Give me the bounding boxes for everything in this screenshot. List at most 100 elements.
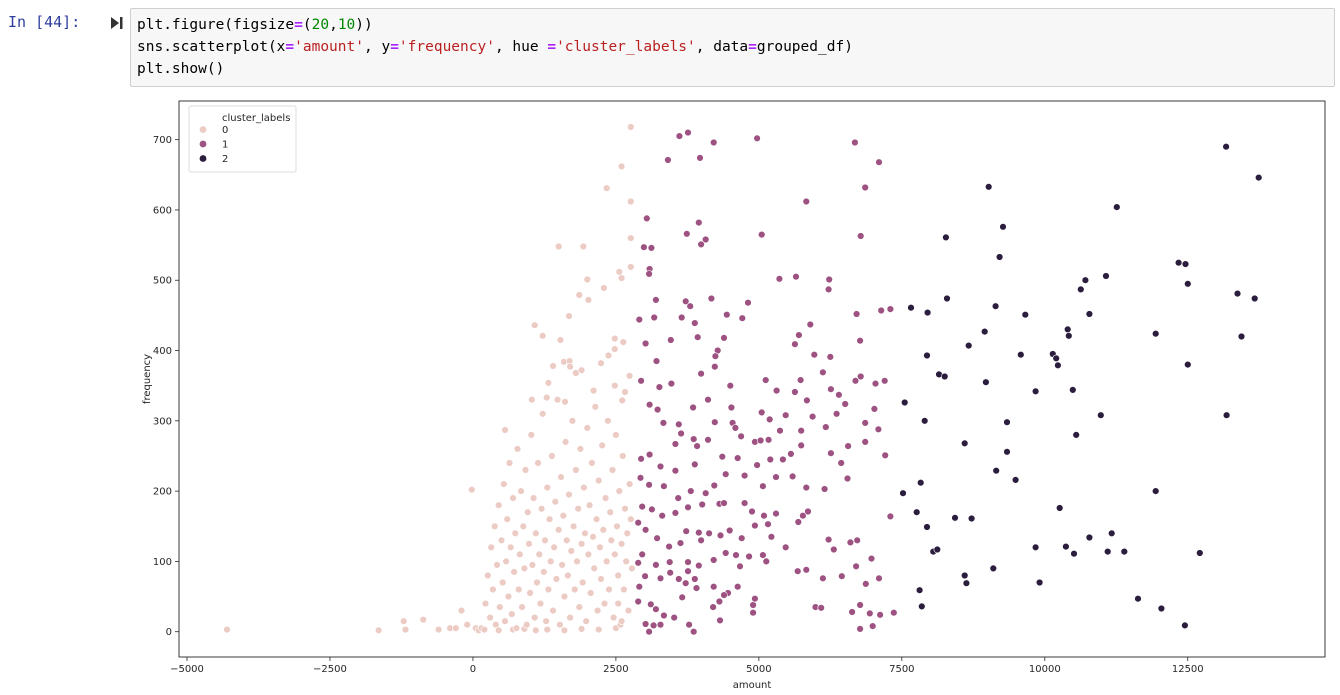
data-point	[846, 538, 855, 547]
data-point	[573, 557, 581, 566]
data-point	[1237, 332, 1246, 341]
data-point	[797, 441, 805, 450]
data-point	[797, 427, 805, 435]
data-point	[647, 600, 655, 608]
data-point	[507, 543, 515, 551]
data-point	[1003, 418, 1011, 426]
data-point	[611, 345, 619, 353]
data-point	[535, 550, 543, 559]
data-point	[533, 578, 541, 587]
data-point	[558, 561, 566, 569]
data-point	[621, 505, 629, 513]
data-point	[491, 522, 499, 530]
data-point	[1085, 310, 1094, 318]
data-point	[695, 218, 703, 227]
data-point	[856, 232, 865, 240]
data-point	[645, 270, 653, 278]
data-point	[862, 580, 870, 588]
data-point	[867, 554, 876, 563]
y-tick-label: 500	[153, 276, 172, 287]
data-point	[607, 536, 615, 544]
data-point	[715, 597, 724, 606]
data-point	[625, 480, 634, 488]
data-point	[982, 378, 990, 386]
x-tick-label: 2500	[603, 664, 628, 675]
data-point	[899, 489, 907, 497]
data-point	[781, 411, 790, 419]
data-point	[1184, 280, 1192, 288]
y-tick-label: 600	[153, 205, 172, 216]
data-point	[736, 562, 744, 570]
data-point	[1021, 311, 1030, 319]
data-point	[838, 572, 846, 580]
data-point	[1065, 332, 1073, 340]
code-editor[interactable]: plt.figure(figsize=(20,10)) sns.scatterpl…	[130, 8, 1335, 87]
data-point	[546, 557, 555, 566]
data-point	[737, 534, 746, 542]
data-point	[804, 507, 812, 516]
data-point	[761, 376, 770, 384]
data-point	[677, 313, 686, 322]
run-cell-icon[interactable]	[110, 15, 124, 31]
data-point	[1052, 354, 1060, 362]
data-point	[647, 244, 656, 252]
data-point	[499, 578, 507, 587]
data-point	[791, 388, 799, 396]
data-point	[732, 551, 740, 559]
data-point	[635, 582, 643, 591]
data-point	[638, 502, 646, 511]
data-point	[577, 540, 586, 548]
data-point	[691, 575, 699, 583]
data-point	[592, 515, 601, 523]
data-point	[677, 429, 685, 438]
data-point	[463, 620, 471, 629]
data-point	[1222, 411, 1231, 419]
data-point	[534, 459, 542, 467]
data-point	[565, 490, 573, 499]
data-point	[745, 552, 753, 561]
data-point	[641, 526, 650, 534]
data-point	[618, 396, 626, 405]
data-point	[810, 351, 818, 359]
data-point	[586, 589, 595, 597]
data-point	[868, 622, 877, 630]
data-point	[852, 562, 860, 570]
code-token: , y	[363, 39, 391, 55]
data-point	[943, 294, 951, 303]
x-tick-label: −5000	[170, 664, 204, 675]
data-point	[726, 382, 734, 390]
x-axis-label: amount	[733, 680, 772, 691]
legend-label: 0	[222, 125, 228, 136]
data-point	[527, 431, 535, 439]
legend-marker	[199, 155, 207, 162]
data-point	[915, 586, 924, 594]
data-point	[1063, 325, 1072, 334]
data-point	[1196, 549, 1204, 557]
data-point	[772, 473, 780, 481]
data-point	[881, 451, 889, 459]
data-point	[596, 543, 604, 551]
data-point	[538, 332, 547, 340]
data-point	[670, 613, 678, 622]
data-point	[1070, 549, 1078, 558]
plot-frame	[178, 100, 1326, 658]
data-point	[495, 501, 503, 509]
data-point	[590, 564, 598, 573]
data-point	[720, 591, 728, 599]
x-tick-label: 7500	[889, 664, 914, 675]
code-token: =	[748, 39, 757, 55]
data-point	[851, 138, 859, 147]
data-point	[1120, 547, 1129, 556]
data-point	[1134, 594, 1142, 603]
data-point	[480, 625, 489, 634]
data-point	[764, 520, 772, 528]
data-point	[861, 438, 869, 446]
data-point	[856, 337, 864, 345]
data-point	[720, 499, 728, 507]
data-point	[536, 599, 545, 608]
data-point	[772, 509, 780, 518]
data-point	[861, 183, 869, 192]
y-axis-label: frequency	[142, 354, 153, 404]
code-token: ,	[329, 17, 338, 33]
data-point	[866, 609, 874, 618]
